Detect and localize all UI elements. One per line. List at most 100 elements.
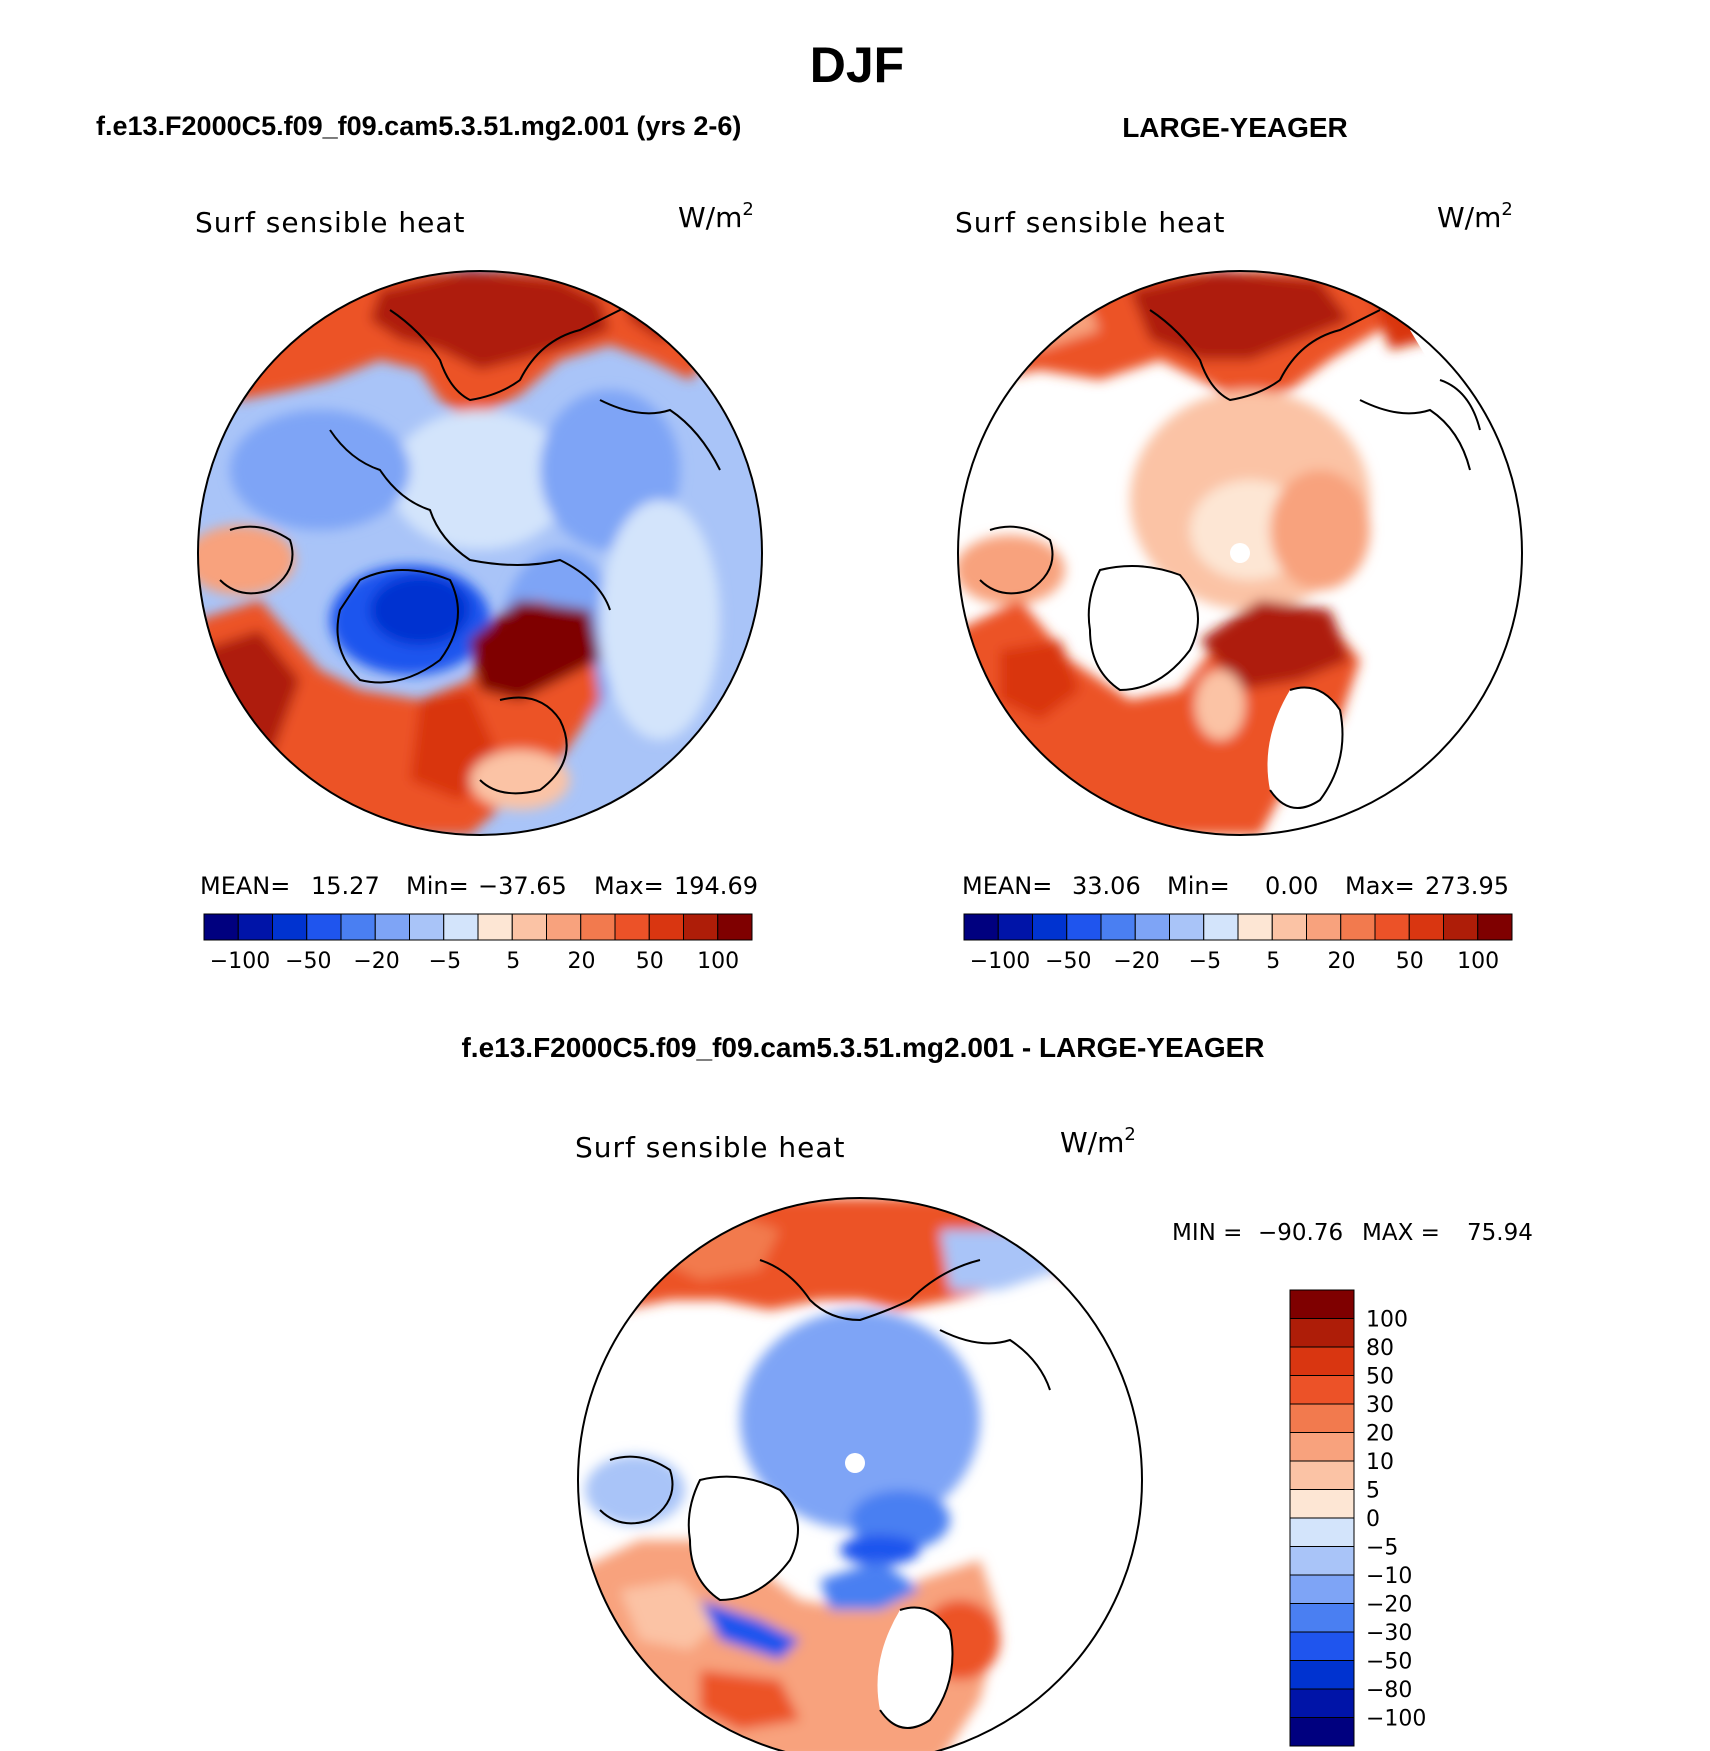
panel-diff-colorbar-swatch <box>1289 1717 1355 1747</box>
panel-model-colorbar-tick-label: 50 <box>636 949 664 974</box>
panel-model-colorbar-tick-label: 20 <box>568 949 596 974</box>
panel-diff-colorbar-swatch <box>1289 1346 1355 1376</box>
panel-model-colorbar-tick-label: −20 <box>353 949 399 974</box>
panel-model: f.e13.F2000C5.f09_f09.cam5.3.51.mg2.001 … <box>96 111 763 974</box>
panel-obs-map-boundary <box>957 270 1523 836</box>
panel-model-mean-label: MEAN= <box>200 872 290 900</box>
panel-obs-max-value: 273.95 <box>1425 872 1509 900</box>
panel-diff-stats: MIN = −90.76 MAX = 75.94 <box>1172 1220 1533 1246</box>
panel-diff-colorbar-swatch <box>1289 1432 1355 1462</box>
panel-diff-pole-marker <box>845 1453 865 1473</box>
panel-diff-colorbar-swatch <box>1289 1517 1355 1547</box>
panel-diff-colorbar-swatch <box>1289 1660 1355 1690</box>
panel-model-stats: MEAN= 15.27 Min= −37.65 Max= 194.69 <box>200 872 758 900</box>
panel-diff-colorbar-tick-label: −80 <box>1366 1678 1412 1703</box>
panel-obs-colorbar-swatch <box>1203 913 1239 941</box>
panel-model-colorbar: −100 −50 −20 −5 5 20 50 100 <box>203 913 753 974</box>
panel-diff-colorbar-tick-label: −100 <box>1366 1707 1426 1732</box>
panel-obs-colorbar-swatch <box>1306 913 1342 941</box>
panel-model-colorbar-swatch <box>683 913 719 941</box>
panel-obs-max-label: Max= <box>1345 872 1415 900</box>
panel-diff-map <box>578 1198 1142 1751</box>
panel-diff-colorbar-tick-label: 100 <box>1366 1308 1408 1333</box>
panel-model-min-label: Min= <box>406 872 469 900</box>
panel-obs-colorbar-swatch <box>1100 913 1136 941</box>
panel-obs-colorbar-tick-label: −100 <box>970 949 1030 974</box>
panel-model-colorbar-tick-label: 5 <box>506 949 520 974</box>
panel-model-colorbar-tick-label: −100 <box>210 949 270 974</box>
panel-obs-colorbar-swatch <box>1169 913 1205 941</box>
panel-diff-colorbar-tick-label: −50 <box>1366 1650 1412 1675</box>
panel-model-map-boundary <box>197 270 763 836</box>
panel-diff-colorbar-tick-label: 20 <box>1366 1422 1394 1447</box>
panel-diff-colorbar-swatch <box>1289 1318 1355 1348</box>
panel-model-variable-label: Surf sensible heat <box>195 206 466 239</box>
panel-diff-colorbar-tick-label: 5 <box>1366 1479 1380 1504</box>
panel-model-colorbar-tick-label: −5 <box>429 949 461 974</box>
panel-diff-colorbar-swatch <box>1289 1403 1355 1433</box>
panel-diff-colorbar-swatch <box>1289 1688 1355 1718</box>
panel-obs-colorbar-tick-label: 20 <box>1328 949 1356 974</box>
panel-diff-colorbar-swatch <box>1289 1546 1355 1576</box>
panel-model-colorbar-swatch <box>203 913 239 941</box>
panel-diff-colorbar-tick-label: 30 <box>1366 1393 1394 1418</box>
panel-diff-units: W/m2 <box>1060 1124 1136 1159</box>
panel-model-colorbar-swatch <box>648 913 684 941</box>
panel-diff-colorbar-swatch <box>1289 1289 1355 1319</box>
panel-model-map <box>198 271 762 835</box>
panel-diff-colorbar-swatch <box>1289 1375 1355 1405</box>
panel-obs-stats: MEAN= 33.06 Min= 0.00 Max= 273.95 <box>962 872 1509 900</box>
panel-diff: f.e13.F2000C5.f09_f09.cam5.3.51.mg2.001 … <box>461 1032 1533 1751</box>
panel-model-title: f.e13.F2000C5.f09_f09.cam5.3.51.mg2.001 … <box>96 111 741 141</box>
panel-model-units: W/m2 <box>678 199 754 234</box>
panel-model-max-label: Max= <box>594 872 664 900</box>
panel-model-colorbar-swatch <box>477 913 513 941</box>
panel-diff-variable-label: Surf sensible heat <box>575 1131 846 1164</box>
panel-model-colorbar-swatch <box>546 913 582 941</box>
panel-model-colorbar-swatch <box>272 913 308 941</box>
panel-obs: LARGE-YEAGER Surf sensible heat W/m2 <box>955 112 1523 974</box>
panel-model-min-value: −37.65 <box>478 872 567 900</box>
panel-obs-colorbar: −100 −50 −20 −5 5 20 50 100 <box>963 913 1513 974</box>
panel-diff-colorbar-tick-label: 0 <box>1366 1507 1380 1532</box>
panel-obs-colorbar-swatch <box>997 913 1033 941</box>
panel-obs-colorbar-tick-label: 50 <box>1396 949 1424 974</box>
panel-obs-colorbar-swatch <box>1443 913 1479 941</box>
panel-diff-min-value: −90.76 <box>1258 1220 1343 1246</box>
panel-model-colorbar-tick-label: 100 <box>697 949 739 974</box>
panel-obs-units: W/m2 <box>1437 199 1513 234</box>
panel-obs-colorbar-swatch <box>1374 913 1410 941</box>
panel-diff-colorbar-tick-label: 80 <box>1366 1336 1394 1361</box>
panel-diff-colorbar-tick-label: −20 <box>1366 1593 1412 1618</box>
panel-obs-colorbar-swatch <box>1237 913 1273 941</box>
panel-diff-colorbar-tick-label: −10 <box>1366 1564 1412 1589</box>
panel-model-max-value: 194.69 <box>674 872 758 900</box>
panel-obs-pole-marker <box>1230 543 1250 563</box>
panel-obs-min-label: Min= <box>1167 872 1230 900</box>
panel-diff-max-label: MAX = <box>1362 1220 1440 1246</box>
figure-title: DJF <box>810 37 904 93</box>
panel-obs-min-value: 0.00 <box>1265 872 1318 900</box>
panel-model-colorbar-swatch <box>511 913 547 941</box>
panel-diff-map-boundary <box>577 1197 1143 1751</box>
panel-obs-colorbar-swatch <box>1408 913 1444 941</box>
panel-model-colorbar-swatch <box>237 913 273 941</box>
panel-diff-max-value: 75.94 <box>1467 1220 1533 1246</box>
panel-obs-colorbar-swatch <box>1477 913 1513 941</box>
panel-model-colorbar-swatch <box>409 913 445 941</box>
panel-obs-colorbar-swatch <box>1134 913 1170 941</box>
panel-model-mean-value: 15.27 <box>311 872 380 900</box>
panel-obs-colorbar-swatch <box>1066 913 1102 941</box>
panel-obs-colorbar-swatch <box>1340 913 1376 941</box>
panel-diff-colorbar-swatch <box>1289 1489 1355 1519</box>
panel-diff-colorbar-swatch <box>1289 1631 1355 1661</box>
panel-obs-colorbar-tick-label: 5 <box>1266 949 1280 974</box>
panel-model-colorbar-swatch <box>580 913 616 941</box>
panel-model-colorbar-swatch <box>374 913 410 941</box>
panel-model-colorbar-swatch <box>614 913 650 941</box>
panel-obs-colorbar-tick-label: −20 <box>1113 949 1159 974</box>
panel-model-colorbar-swatch <box>306 913 342 941</box>
panel-obs-mean-label: MEAN= <box>962 872 1052 900</box>
panel-obs-colorbar-tick-label: −50 <box>1045 949 1091 974</box>
